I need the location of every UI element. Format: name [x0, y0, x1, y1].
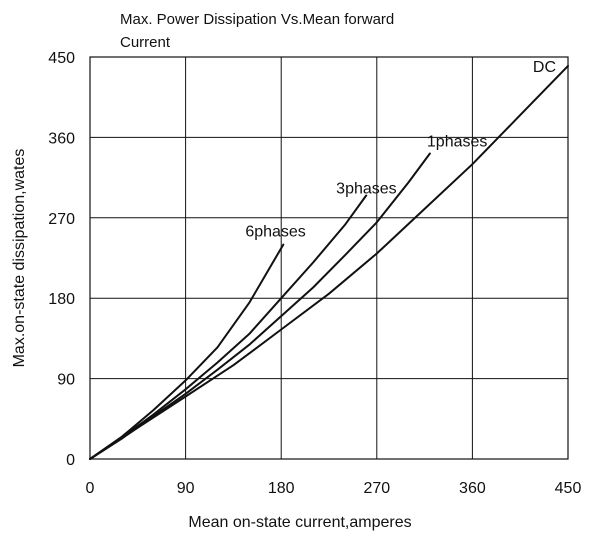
- x-tick-label: 90: [177, 480, 195, 497]
- y-tick-label: 360: [48, 130, 75, 147]
- chart-title-line-1: Max. Power Dissipation Vs.Mean forward: [120, 11, 394, 28]
- y-tick-label: 0: [66, 452, 75, 469]
- series-line-3phases: [89, 194, 368, 460]
- x-tick-label: 450: [555, 480, 582, 497]
- y-tick-label: 180: [48, 291, 75, 308]
- series-label-1phases: 1phases: [427, 133, 488, 150]
- y-tick-label: 450: [48, 50, 75, 67]
- series-line-1phases: [89, 152, 431, 460]
- x-tick-label: 180: [268, 480, 295, 497]
- chart-title-line-2: Current: [120, 34, 171, 51]
- series-labels: 6phases 3phases 1phases DC: [245, 59, 556, 241]
- y-axis-label: Max.on-state dissipation,wates: [11, 149, 28, 368]
- plot-border: [89, 56, 569, 460]
- series-label-3phases: 3phases: [336, 180, 397, 197]
- x-tick-label: 270: [363, 480, 390, 497]
- series-label-6phases: 6phases: [245, 224, 306, 241]
- series-line-6phases: [89, 243, 285, 460]
- y-tick-label: 270: [48, 211, 75, 228]
- x-tick-label: 360: [459, 480, 486, 497]
- x-tick-label: 0: [86, 480, 95, 497]
- series-label-dc: DC: [533, 59, 556, 76]
- series-group: [89, 64, 569, 460]
- x-axis-label: Mean on-state current,amperes: [188, 514, 411, 531]
- tick-labels: 0 90 180 270 360 450 0 90 180 270 360 450: [48, 50, 581, 497]
- y-tick-label: 90: [57, 372, 75, 389]
- grid: [89, 56, 569, 460]
- series-line-dc: [89, 64, 569, 460]
